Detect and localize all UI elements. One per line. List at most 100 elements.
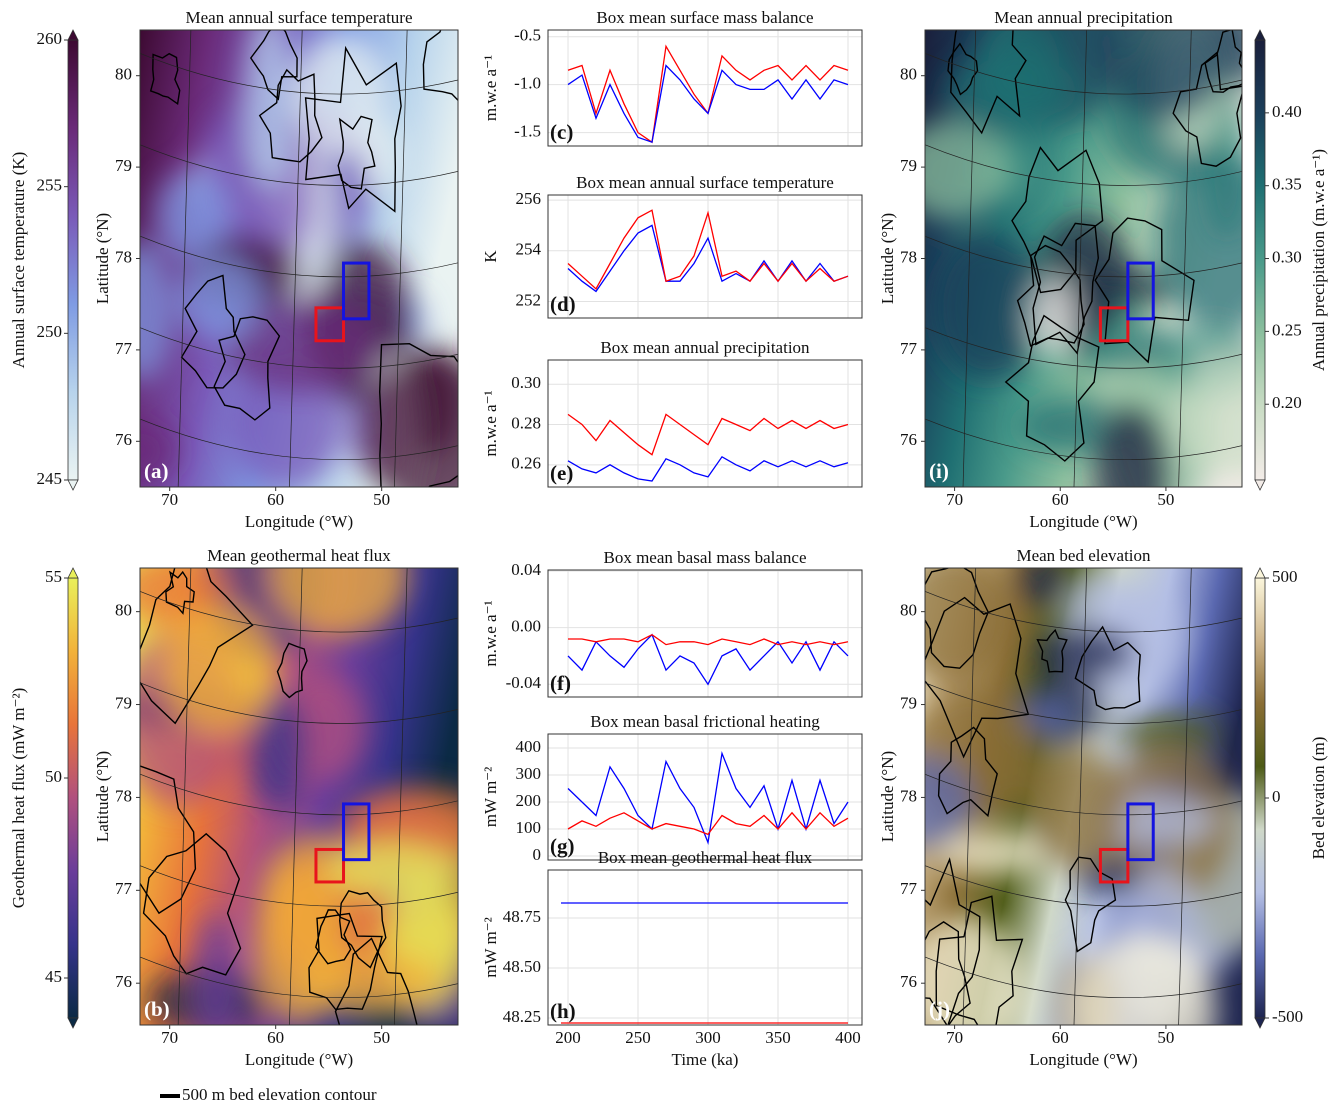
colorbar-extend <box>67 479 79 491</box>
y-axis-label: Latitude (°N) <box>93 751 112 842</box>
y-axis-label: Latitude (°N) <box>93 213 112 304</box>
y-axis-label: mW m⁻² <box>481 767 500 828</box>
y-axis-label: m.w.e a⁻¹ <box>481 55 500 121</box>
contour <box>213 316 281 421</box>
x-tick-label: 50 <box>373 490 390 509</box>
graticule <box>140 418 458 460</box>
y-tick-label: -0.04 <box>506 673 542 692</box>
map-blob <box>1024 746 1126 870</box>
graticule <box>140 773 458 816</box>
plot-frame <box>547 569 863 698</box>
map-blob <box>925 568 1016 686</box>
graticule <box>1178 30 1192 487</box>
panel-label: (j) <box>929 997 950 1021</box>
graticule <box>925 418 1242 460</box>
map-blob <box>1175 356 1242 477</box>
colorbar-tick-label: 0.40 <box>1272 102 1302 121</box>
colorbar <box>67 577 79 1019</box>
y-tick-label: -1.0 <box>514 74 541 93</box>
contour <box>925 568 989 669</box>
graticule <box>925 144 1242 186</box>
colorbar <box>1254 577 1266 1019</box>
panel-label: (h) <box>550 999 576 1023</box>
y-tick-label: 80 <box>115 601 132 620</box>
plot-frame <box>547 733 863 861</box>
colorbar-tick-label: 0.25 <box>1272 320 1302 339</box>
x-tick-label: 50 <box>1157 490 1174 509</box>
graticule <box>140 682 458 724</box>
y-tick-label: 76 <box>900 430 917 449</box>
plot-frame <box>547 869 863 1026</box>
panel-label: (f) <box>550 671 571 695</box>
chart-title: Mean bed elevation <box>1016 546 1151 565</box>
x-tick-label: 60 <box>1052 1028 1069 1047</box>
plot-frame <box>547 359 863 488</box>
map-blob <box>192 913 240 1025</box>
colorbar-label: Annual precipitation (m.w.e a⁻¹) <box>1309 149 1328 371</box>
panel-label: (g) <box>550 834 575 858</box>
y-tick-label: 0 <box>533 845 542 864</box>
map-blob <box>140 416 178 486</box>
x-tick-label: 60 <box>267 490 284 509</box>
graticule <box>289 568 303 1025</box>
plot-frame <box>547 29 863 147</box>
graticule <box>1073 30 1088 487</box>
contour <box>334 937 418 1025</box>
graticule <box>140 865 458 907</box>
region-box <box>1098 306 1130 343</box>
plot-area <box>548 734 862 860</box>
graticule <box>140 52 458 95</box>
y-tick-label: 80 <box>900 65 917 84</box>
colorbar-tick-label: 260 <box>37 29 63 48</box>
y-tick-label: 77 <box>115 339 133 358</box>
map-frame <box>139 567 459 1026</box>
map-blob <box>140 240 175 384</box>
map-blob <box>1093 404 1171 487</box>
contour <box>258 68 323 163</box>
colorbar-extend <box>1254 1017 1266 1029</box>
graticule <box>925 52 1242 95</box>
contour <box>950 30 1027 135</box>
colorbar-tick-label: 250 <box>37 322 63 341</box>
map-blob <box>925 756 976 851</box>
x-tick-label: 70 <box>946 1028 963 1047</box>
graticule <box>289 30 303 487</box>
y-tick-label: 254 <box>516 240 542 259</box>
colorbar-extend <box>67 567 79 579</box>
y-tick-label: 0.28 <box>511 413 541 432</box>
y-tick-label: 200 <box>516 791 542 810</box>
colorbar-tick-label: -500 <box>1272 1007 1303 1026</box>
colorbar-tick-label: 245 <box>37 469 63 488</box>
x-axis-label: Time (ka) <box>672 1050 739 1069</box>
y-axis-label: m.w.e a⁻¹ <box>481 390 500 456</box>
map-blob <box>246 687 310 810</box>
x-tick-label: 400 <box>835 1028 861 1047</box>
panel-label: (b) <box>144 997 170 1021</box>
y-axis-label: K <box>481 250 500 263</box>
y-tick-label: -1.5 <box>514 121 541 140</box>
region-box <box>314 847 346 884</box>
y-tick-label: 78 <box>115 247 132 266</box>
colorbar-tick-label: 0 <box>1272 787 1281 806</box>
contour <box>142 832 242 976</box>
region-box <box>314 306 346 343</box>
graticule <box>177 568 192 1025</box>
y-tick-label: 78 <box>115 786 132 805</box>
colorbar-tick-label: 0.30 <box>1272 247 1302 266</box>
region-box <box>1126 261 1155 321</box>
x-tick-label: 60 <box>267 1028 284 1047</box>
x-tick-label: 350 <box>765 1028 791 1047</box>
map-blob <box>1116 711 1221 754</box>
y-tick-label: 79 <box>900 156 917 175</box>
chart-title: Box mean surface mass balance <box>596 8 813 27</box>
colorbar-tick-label: 50 <box>45 767 62 786</box>
colorbar-label: Geothermal heat flux (mW m⁻²) <box>9 688 28 909</box>
y-tick-label: 79 <box>115 693 132 712</box>
map-field <box>925 30 1242 487</box>
y-tick-label: 77 <box>115 879 133 898</box>
map-field <box>140 30 458 487</box>
map-blob <box>270 568 408 637</box>
region-box <box>342 802 371 862</box>
x-axis-label: Longitude (°W) <box>1029 1050 1137 1069</box>
contour <box>140 568 254 725</box>
